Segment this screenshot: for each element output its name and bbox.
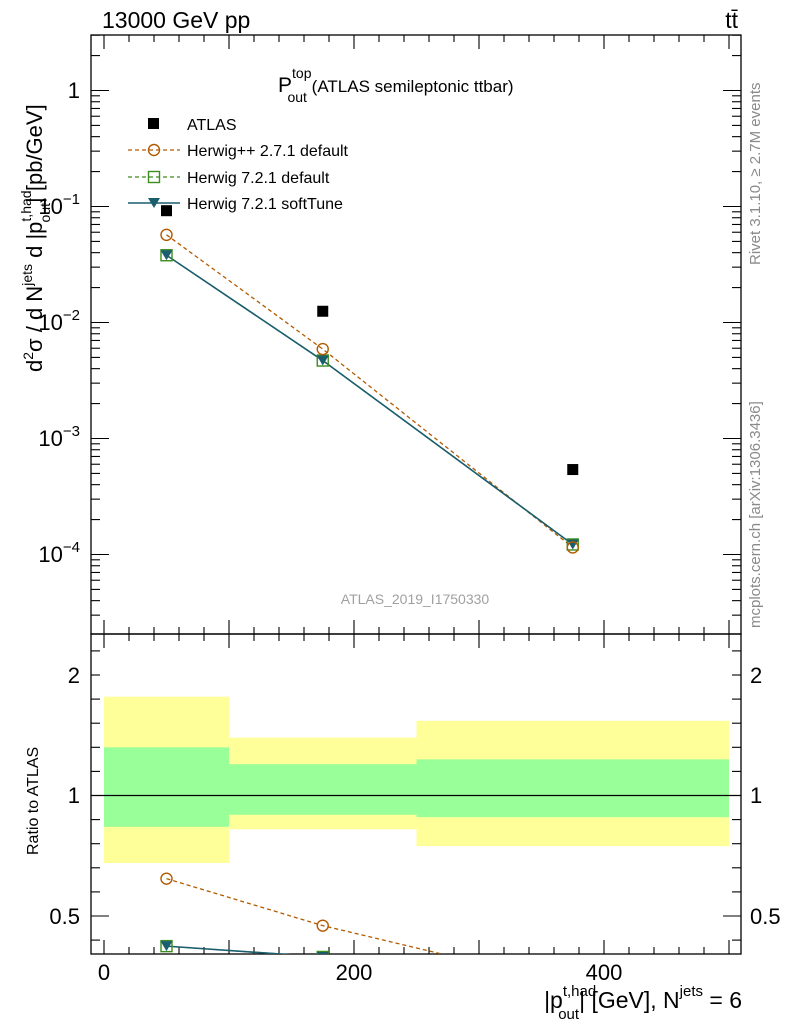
ratio-tick-1-right: 1	[750, 783, 762, 808]
point-series-0-1	[317, 305, 329, 317]
ratio-point-2-0	[160, 941, 173, 952]
rivet-label: Rivet 3.1.10, ≥ 2.7M events	[747, 83, 764, 266]
legend: ATLAS Herwig++ 2.7.1 default Herwig 7.2.…	[128, 117, 349, 213]
plot-title: Ptop out (ATLAS semileptonic ttbar)	[278, 65, 514, 105]
legend-label-atlas: ATLAS	[187, 117, 237, 134]
x-tick-0: 0	[98, 960, 110, 985]
point-series-3-1	[316, 355, 329, 366]
y-tick-labels-ratio: 2 1 0.5 2 1 0.5	[49, 663, 780, 929]
legend-marker-atlas	[148, 118, 159, 129]
ratio-point-2-1	[316, 951, 329, 954]
ratio-panel-frame	[90, 633, 742, 955]
ratio-bands	[91, 696, 741, 863]
point-series-1-2	[566, 541, 579, 554]
point-series-1-0	[160, 228, 173, 242]
ratio-tick-2: 2	[68, 663, 80, 688]
y-tick-1e-4: 10−4	[38, 539, 80, 567]
ratio-point-0-1	[316, 919, 329, 932]
series-line-1	[166, 234, 574, 548]
band-green	[416, 759, 729, 818]
ratio-tick-2-right: 2	[750, 663, 762, 688]
band-green	[104, 747, 229, 827]
band-green	[229, 764, 417, 815]
mcplots-label: mcplots.cern.ch [arXiv:1306.3436]	[747, 401, 764, 628]
ratio-tick-0-5: 0.5	[49, 904, 80, 929]
y-axis-title-ratio: Ratio to ATLAS	[25, 747, 42, 855]
legend-marker-herwigpp	[147, 143, 161, 157]
ratio-tick-1: 1	[68, 783, 80, 808]
series-line-2	[166, 254, 574, 546]
legend-marker-herwig7-softtune	[148, 198, 160, 208]
legend-marker-herwig7-default	[147, 170, 161, 184]
legend-label-herwig7-softtune: Herwig 7.2.1 softTune	[187, 196, 343, 213]
x-axis-title: |pt,had out| [GeV], Njets = 6	[544, 983, 742, 1023]
header-left: 13000 GeV pp	[102, 7, 250, 33]
point-series-0-0	[161, 205, 172, 217]
point-series-1-1	[316, 342, 329, 356]
point-series-2-0	[160, 249, 173, 262]
series-line-3	[166, 254, 574, 546]
legend-label-herwig7-default: Herwig 7.2.1 default	[187, 170, 330, 187]
point-series-3-0	[160, 250, 173, 261]
ratio-line-2	[166, 945, 292, 954]
legend-label-herwigpp: Herwig++ 2.7.1 default	[187, 143, 349, 160]
point-series-2-2	[566, 538, 579, 551]
y-tick-1e-3: 10−3	[38, 423, 80, 451]
ratio-tick-0-5-right: 0.5	[750, 904, 781, 929]
x-tick-labels: 0 200 400	[98, 960, 622, 985]
ratio-point-1-0	[160, 939, 173, 953]
ratio-line-0	[166, 878, 445, 954]
x-tick-400: 400	[586, 960, 623, 985]
ratio-point-1-1	[316, 950, 329, 954]
main-panel-data	[160, 205, 579, 554]
ratio-panel-data	[160, 872, 445, 954]
y-tick-1: 1	[68, 78, 80, 103]
axis-ticks	[91, 34, 741, 954]
header-right: tt̄	[725, 7, 738, 33]
x-tick-200: 200	[336, 960, 373, 985]
ratio-point-0-0	[160, 872, 173, 885]
analysis-watermark: ATLAS_2019_I1750330	[341, 591, 490, 607]
point-series-3-2	[566, 539, 579, 550]
point-series-0-2	[567, 464, 579, 476]
